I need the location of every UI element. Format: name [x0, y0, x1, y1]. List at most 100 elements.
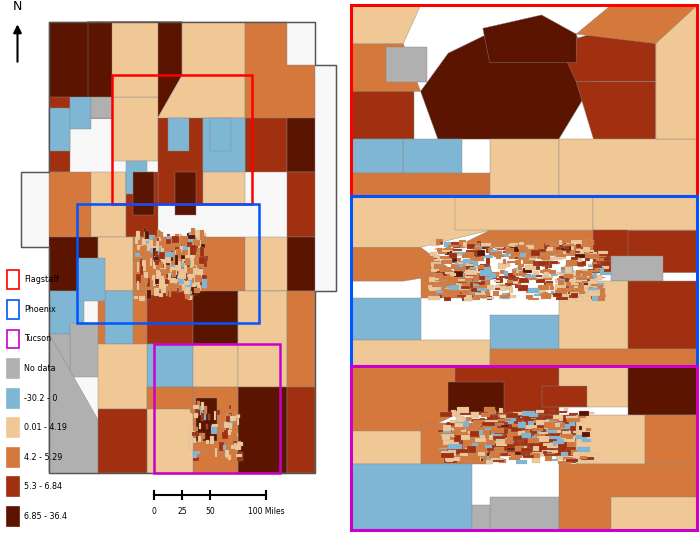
Polygon shape — [203, 237, 245, 291]
Bar — [573, 277, 582, 282]
Bar — [539, 261, 549, 266]
Bar — [555, 288, 559, 294]
Bar — [134, 262, 137, 272]
Bar — [467, 429, 477, 433]
Bar — [201, 242, 205, 248]
Bar — [161, 282, 165, 289]
Polygon shape — [238, 387, 287, 473]
Bar — [449, 253, 457, 258]
Bar — [555, 253, 559, 256]
Polygon shape — [193, 387, 238, 473]
Bar — [477, 240, 481, 246]
Polygon shape — [245, 22, 315, 118]
Polygon shape — [77, 258, 105, 301]
Bar — [555, 279, 566, 283]
Bar — [517, 417, 523, 421]
Bar — [466, 273, 473, 275]
Bar — [464, 295, 473, 301]
Bar — [485, 444, 492, 448]
Bar — [435, 280, 444, 281]
Bar — [536, 279, 540, 281]
Bar — [526, 265, 536, 270]
Bar — [452, 273, 463, 277]
Bar — [447, 452, 453, 457]
Bar — [173, 284, 178, 292]
Bar — [487, 448, 498, 451]
Bar — [562, 270, 574, 273]
Bar — [184, 281, 190, 285]
Polygon shape — [49, 334, 70, 473]
Bar — [463, 289, 470, 294]
Bar — [523, 244, 533, 247]
Bar — [512, 432, 519, 436]
Bar — [456, 416, 464, 422]
Bar — [189, 237, 194, 242]
Bar — [433, 263, 438, 268]
Bar — [155, 259, 161, 265]
Bar — [7, 300, 20, 318]
Bar — [568, 422, 575, 428]
Bar — [195, 230, 200, 238]
Bar — [562, 424, 570, 429]
Bar — [181, 242, 185, 246]
Polygon shape — [49, 108, 70, 151]
Bar — [513, 270, 516, 274]
Bar — [200, 246, 204, 257]
Bar — [456, 283, 461, 285]
Bar — [188, 260, 191, 265]
Bar — [542, 259, 546, 264]
Bar — [497, 247, 506, 250]
Bar — [197, 271, 200, 280]
Bar — [183, 242, 188, 251]
Bar — [167, 235, 170, 244]
Bar — [228, 413, 230, 417]
Bar — [576, 277, 587, 280]
Bar — [536, 261, 546, 266]
Bar — [197, 263, 203, 269]
Bar — [598, 264, 609, 270]
Bar — [575, 276, 580, 280]
Bar — [112, 75, 252, 204]
Bar — [468, 281, 475, 285]
Bar — [526, 245, 533, 249]
Bar — [173, 286, 179, 291]
Bar — [523, 455, 534, 458]
Bar — [201, 413, 204, 421]
Bar — [547, 247, 553, 251]
Bar — [447, 456, 454, 462]
Bar — [568, 295, 576, 298]
Bar — [446, 286, 454, 288]
Bar — [565, 434, 568, 439]
Bar — [498, 458, 503, 462]
Bar — [536, 420, 549, 425]
Bar — [588, 291, 600, 296]
Bar — [520, 439, 528, 445]
Bar — [486, 272, 498, 277]
Bar — [496, 247, 503, 248]
Bar — [582, 247, 589, 250]
Bar — [545, 242, 552, 245]
Bar — [545, 456, 552, 461]
Bar — [549, 262, 560, 264]
Bar — [442, 260, 452, 264]
Bar — [470, 431, 479, 437]
Bar — [144, 248, 150, 255]
Bar — [600, 288, 605, 292]
Bar — [588, 285, 591, 286]
Bar — [540, 293, 543, 295]
Bar — [513, 281, 520, 284]
Bar — [522, 432, 527, 437]
Bar — [228, 421, 232, 426]
Bar — [531, 250, 540, 256]
Bar — [436, 239, 443, 245]
Bar — [476, 281, 485, 285]
Bar — [547, 443, 558, 448]
Bar — [485, 290, 490, 292]
Bar — [538, 249, 547, 252]
Bar — [516, 461, 527, 464]
Bar — [510, 442, 515, 444]
Polygon shape — [490, 349, 697, 366]
Text: 25: 25 — [177, 507, 187, 516]
Bar — [514, 446, 527, 449]
Bar — [508, 283, 512, 287]
